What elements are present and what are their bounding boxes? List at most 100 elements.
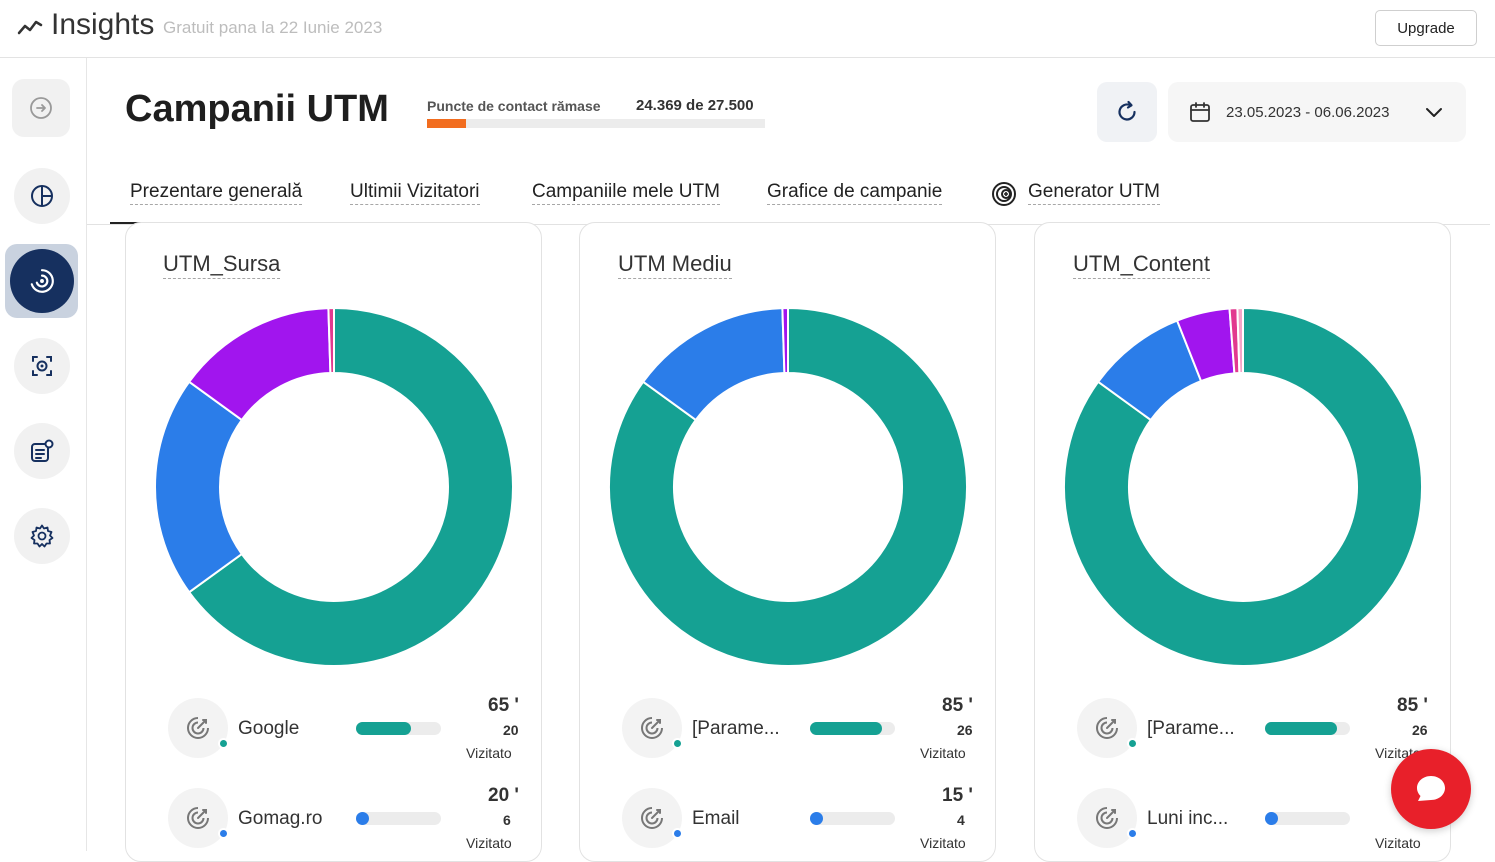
legend-unit: Vizitato bbox=[920, 745, 966, 761]
legend-unit: Vizitato bbox=[920, 835, 966, 851]
top-bar: Insights Gratuit pana la 22 Iunie 2023 U… bbox=[0, 0, 1495, 58]
card-utm-medium: UTM Mediu [Parame... 85 ' 26 Vizitato Em… bbox=[579, 222, 996, 862]
donut-slice[interactable] bbox=[1236, 307, 1244, 375]
legend-bar bbox=[1265, 722, 1350, 735]
refresh-button[interactable] bbox=[1097, 82, 1157, 142]
target-icon bbox=[1096, 807, 1118, 829]
legend-row: Luni inc... Vizitato bbox=[1035, 783, 1450, 861]
legend-percent: 65 ' bbox=[488, 695, 519, 716]
calendar-icon bbox=[1190, 102, 1210, 122]
legend-name: Google bbox=[238, 718, 300, 739]
contact-points-bar bbox=[427, 119, 765, 128]
legend-item-icon bbox=[622, 698, 682, 758]
tab-utm-generator[interactable]: Generator UTM bbox=[1028, 180, 1160, 205]
sidebar-item-logout[interactable] bbox=[12, 79, 70, 137]
legend-bar-fill bbox=[810, 812, 823, 825]
target-icon bbox=[641, 717, 663, 739]
legend-bar bbox=[356, 812, 441, 825]
legend-name: Gomag.ro bbox=[238, 808, 323, 829]
contact-points-value: 24.369 de 27.500 bbox=[636, 97, 754, 114]
chat-bubble-icon bbox=[1417, 776, 1445, 801]
legend-count: 26 bbox=[957, 722, 973, 738]
gear-icon bbox=[30, 524, 54, 548]
donut-slice[interactable] bbox=[781, 307, 789, 375]
donut-chart bbox=[154, 307, 514, 667]
legend-bar bbox=[810, 812, 895, 825]
trial-text: Gratuit pana la 22 Iunie 2023 bbox=[163, 18, 383, 37]
card-title[interactable]: UTM Mediu bbox=[618, 250, 732, 279]
legend-row: [Parame... 85 ' 26 Vizitato bbox=[1035, 693, 1450, 773]
donut-slice[interactable] bbox=[154, 380, 244, 594]
legend-item-icon bbox=[1077, 788, 1137, 848]
pie-chart-icon bbox=[31, 185, 53, 207]
sidebar-item-overview[interactable] bbox=[14, 168, 70, 224]
sidebar-item-reports[interactable] bbox=[14, 423, 70, 479]
donut-slice[interactable] bbox=[327, 307, 335, 375]
target-icon bbox=[1096, 717, 1118, 739]
legend-name: Email bbox=[692, 808, 740, 829]
legend-bar bbox=[356, 722, 441, 735]
card-title[interactable]: UTM_Content bbox=[1073, 250, 1210, 279]
app-name: Insights bbox=[51, 8, 155, 41]
tab-last-visitors[interactable]: Ultimii Vizitatori bbox=[350, 180, 480, 205]
legend-unit: Vizitato bbox=[466, 745, 512, 761]
legend-item-icon bbox=[168, 788, 228, 848]
date-range-picker[interactable]: 23.05.2023 - 06.06.2023 bbox=[1168, 82, 1466, 142]
target-icon bbox=[187, 717, 209, 739]
target-icon bbox=[187, 807, 209, 829]
chat-button[interactable] bbox=[1391, 749, 1471, 829]
tab-overview[interactable]: Prezentare generală bbox=[130, 180, 303, 205]
card-utm-content: UTM_Content [Parame... 85 ' 26 Vizitato … bbox=[1034, 222, 1451, 862]
legend-bar-fill bbox=[1265, 722, 1338, 735]
utm-generator-icon bbox=[992, 182, 1016, 206]
chevron-down-icon bbox=[1426, 108, 1442, 117]
legend-bar bbox=[810, 722, 895, 735]
legend-count: 20 bbox=[503, 722, 519, 738]
legend-bar-fill bbox=[356, 722, 412, 735]
legend-unit: Vizitato bbox=[466, 835, 512, 851]
legend-color-dot bbox=[1127, 828, 1138, 839]
trend-line-icon bbox=[17, 20, 43, 35]
tab-my-utm-campaigns[interactable]: Campaniile mele UTM bbox=[532, 180, 720, 205]
legend-name: [Parame... bbox=[1147, 718, 1235, 739]
sidebar-item-settings[interactable] bbox=[14, 508, 70, 564]
legend-percent: 15 ' bbox=[942, 785, 973, 806]
legend-percent: 85 ' bbox=[1397, 695, 1428, 716]
sidebar bbox=[0, 58, 87, 851]
legend-color-dot bbox=[218, 828, 229, 839]
legend-bar-fill bbox=[356, 812, 369, 825]
legend-color-dot bbox=[672, 738, 683, 749]
date-range-text: 23.05.2023 - 06.06.2023 bbox=[1226, 103, 1390, 121]
contact-points-fill bbox=[427, 119, 466, 128]
legend-row: Google 65 ' 20 Vizitato bbox=[126, 693, 541, 773]
legend-row: Email 15 ' 4 Vizitato bbox=[580, 783, 995, 861]
legend-item-icon bbox=[622, 788, 682, 848]
legend-item-icon bbox=[168, 698, 228, 758]
card-title[interactable]: UTM_Sursa bbox=[163, 250, 281, 279]
target-icon bbox=[641, 807, 663, 829]
legend-color-dot bbox=[1127, 738, 1138, 749]
card-utm-source: UTM_Sursa Google 65 ' 20 Vizitato Gomag.… bbox=[125, 222, 542, 862]
legend-bar bbox=[1265, 812, 1350, 825]
tab-bar: Prezentare generală Ultimii Vizitatori C… bbox=[87, 168, 1490, 225]
donut-slice[interactable] bbox=[1063, 307, 1423, 667]
legend-count: 4 bbox=[957, 812, 965, 828]
upgrade-button[interactable]: Upgrade bbox=[1375, 10, 1477, 46]
scan-eye-icon bbox=[32, 356, 52, 376]
legend-count: 6 bbox=[503, 812, 511, 828]
donut-slice[interactable] bbox=[187, 307, 514, 667]
donut-slice[interactable] bbox=[608, 307, 968, 667]
legend-count: 26 bbox=[1412, 722, 1428, 738]
sidebar-item-utm[interactable] bbox=[5, 244, 78, 318]
refresh-icon bbox=[1118, 100, 1136, 121]
legend-bar-fill bbox=[1265, 812, 1278, 825]
legend-percent: 85 ' bbox=[942, 695, 973, 716]
sidebar-item-visitors[interactable] bbox=[14, 338, 70, 394]
legend-item-icon bbox=[1077, 698, 1137, 758]
tab-campaign-charts[interactable]: Grafice de campanie bbox=[767, 180, 943, 205]
contact-points-label: Puncte de contact rămase bbox=[427, 98, 601, 114]
legend-bar-fill bbox=[810, 722, 883, 735]
donut-chart bbox=[608, 307, 968, 667]
donut-chart bbox=[1063, 307, 1423, 667]
report-badge-icon bbox=[31, 439, 54, 462]
